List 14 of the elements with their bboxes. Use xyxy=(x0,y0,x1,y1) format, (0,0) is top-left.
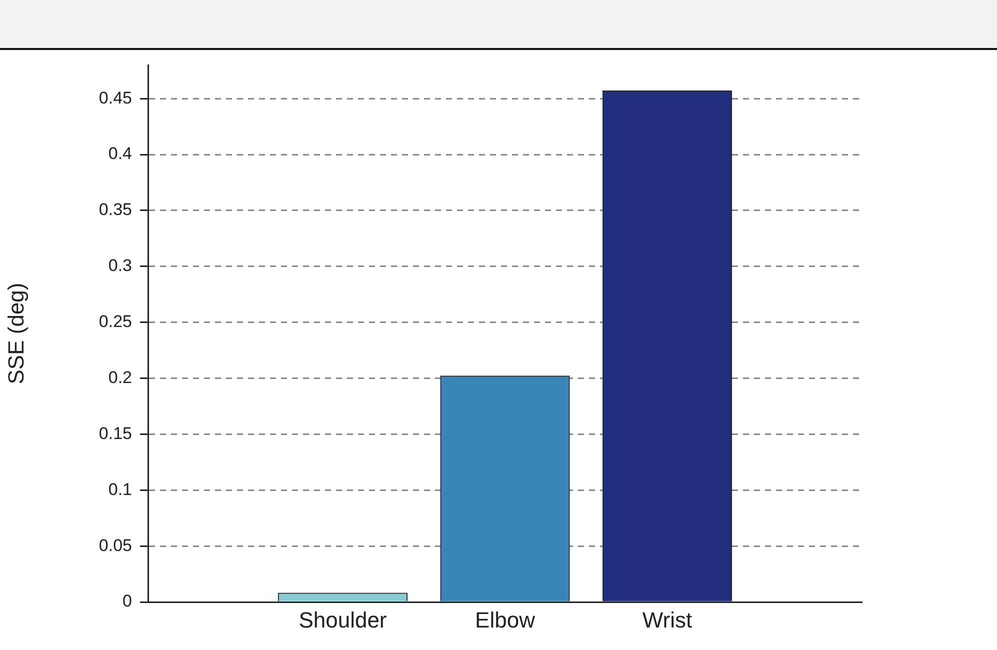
y-tick-label: 0.1 xyxy=(108,480,132,499)
y-tick-label: 0.4 xyxy=(108,144,132,164)
x-tick-label: Shoulder xyxy=(298,607,387,632)
y-tick-label: 0.45 xyxy=(98,88,132,108)
y-tick-label: 0.35 xyxy=(98,200,132,220)
y-tick-label: 0.25 xyxy=(98,312,132,331)
y-axis-title: SSE (deg) xyxy=(3,282,28,384)
y-tick-label: 0.05 xyxy=(98,536,132,555)
x-tick-label: Wrist xyxy=(642,607,692,632)
y-tick-label: 0.2 xyxy=(108,368,132,387)
y-tick-label: 0.3 xyxy=(108,256,132,276)
y-tick-label: 0.15 xyxy=(98,424,132,443)
x-tick-label: Elbow xyxy=(475,607,536,632)
y-tick-label: 0 xyxy=(122,592,132,611)
